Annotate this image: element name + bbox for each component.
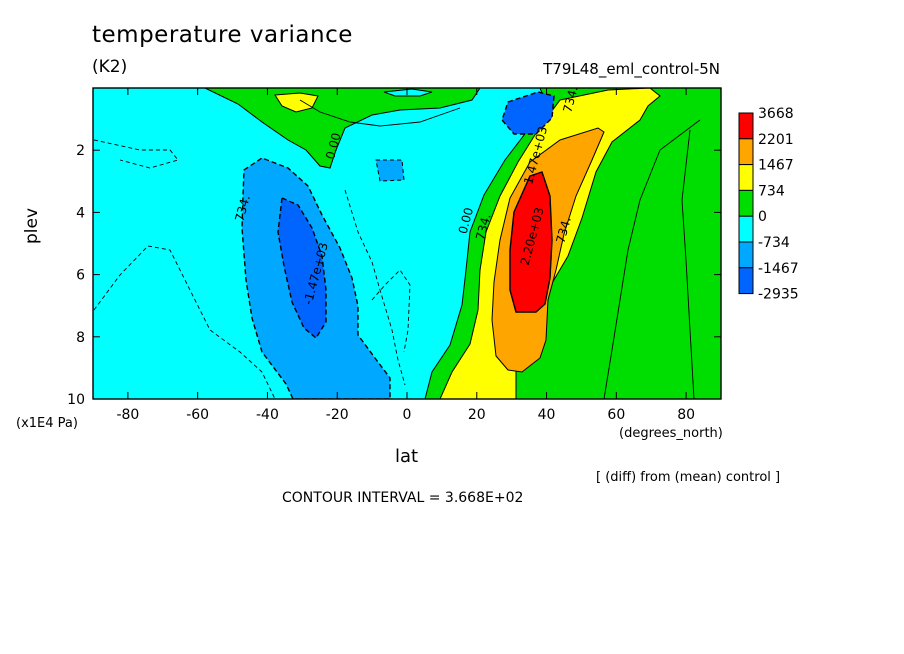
fill-top-yellow — [274, 92, 319, 113]
y-ticks: 2 4 6 8 10 — [67, 143, 721, 408]
fill-south-dark — [277, 196, 327, 340]
colorbar-label: -1467 — [758, 261, 799, 277]
diff-note: [ (diff) from (mean) control ] — [596, 470, 781, 485]
colorbar-label: 2201 — [758, 132, 794, 148]
fill-eq-patch — [375, 159, 405, 182]
x-tick-label: 0 — [403, 407, 412, 423]
contour-interval: CONTOUR INTERVAL = 3.668E+02 — [282, 490, 524, 506]
y-tick-label: 10 — [67, 392, 85, 408]
fill-top-green — [204, 88, 481, 169]
colorbar-swatch — [738, 267, 754, 295]
x-tick-label: 20 — [468, 407, 486, 423]
colorbar-swatch — [738, 189, 754, 217]
x-tick-label: 60 — [607, 407, 625, 423]
x-tick-label: -40 — [256, 407, 279, 423]
colorbar-label: 0 — [758, 209, 767, 225]
colorbar-swatch — [738, 215, 754, 243]
x-tick-label: -80 — [116, 407, 139, 423]
contour-line-top — [299, 99, 461, 127]
colorbar-swatch — [738, 164, 754, 191]
fill-north-red — [509, 171, 553, 313]
contour-label: 0.00 — [323, 131, 343, 160]
contour-line-north-1 — [603, 119, 701, 399]
contour-line-eq-1 — [344, 189, 406, 386]
contour-label: 734. — [232, 194, 252, 223]
contour-line-eq-2 — [371, 269, 411, 353]
colorbar-label: 3668 — [758, 106, 794, 122]
run-name: T79L48_eml_control-5N — [543, 60, 720, 78]
x-ticks: -80 -60 -40 -20 0 20 40 60 80 — [116, 88, 695, 423]
y-tick-label: 6 — [76, 268, 85, 284]
y-tick-label: 8 — [76, 330, 85, 346]
contour-fill-layer — [93, 88, 721, 399]
colorbar-label: -734 — [758, 235, 790, 251]
y-axis-unit: (x1E4 Pa) — [16, 416, 78, 431]
colorbar-swatch — [738, 112, 754, 140]
y-tick-label: 4 — [76, 205, 85, 221]
contour-label: 734. — [553, 215, 573, 244]
contour-label: 0.00 — [456, 206, 476, 235]
fill-north-dark — [501, 91, 555, 135]
x-tick-label: 80 — [677, 407, 695, 423]
x-tick-label: -20 — [326, 407, 349, 423]
contour-line-south-2 — [93, 245, 276, 399]
x-tick-label: 40 — [538, 407, 556, 423]
colorbar-label: 734 — [758, 183, 785, 199]
x-axis-label: lat — [395, 446, 419, 467]
colorbar-label: 1467 — [758, 158, 794, 174]
colorbar-swatch — [738, 241, 754, 269]
contour-label: 734. — [473, 212, 493, 241]
y-tick-label: 2 — [76, 143, 85, 159]
x-axis-unit: (degrees_north) — [619, 426, 723, 441]
colorbar: 3668 2201 1467 734 0 -734 -1467 -2935 — [738, 106, 799, 303]
chart-title: temperature variance — [92, 22, 353, 48]
x-tick-label: -60 — [186, 407, 209, 423]
colorbar-label: -2935 — [758, 287, 799, 303]
colorbar-swatch — [738, 138, 754, 166]
contour-label: 734. — [560, 85, 580, 114]
contour-line-north-2 — [681, 129, 695, 399]
chart-units: (K2) — [92, 57, 128, 77]
